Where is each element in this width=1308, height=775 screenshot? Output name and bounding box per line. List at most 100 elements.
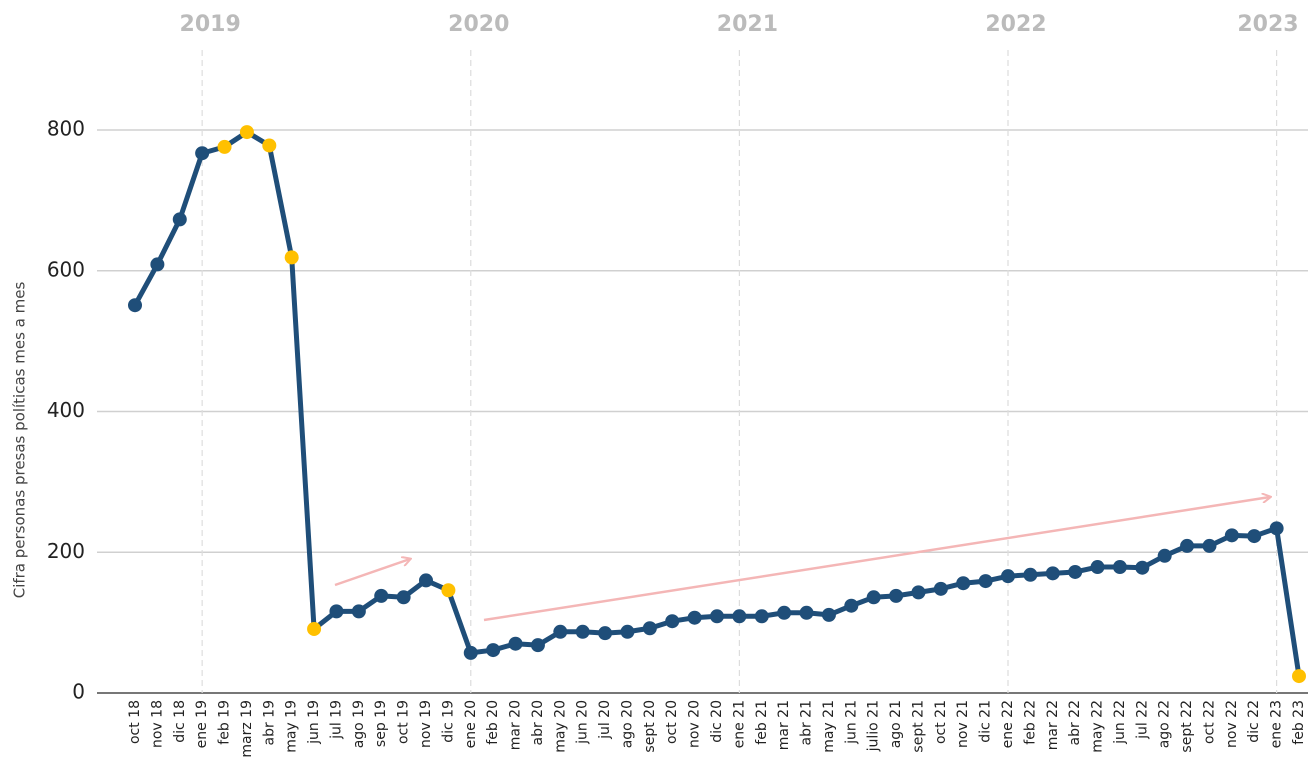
x-tick-label: may 19	[284, 700, 300, 753]
point	[195, 146, 210, 161]
point	[239, 125, 254, 140]
point	[1068, 564, 1083, 579]
x-tick-label: oct 19	[396, 700, 412, 744]
x-tick-label: ene 20	[463, 700, 479, 748]
x-tick-label: sept 20	[642, 700, 658, 753]
point	[374, 588, 389, 603]
x-tick-label: feb 22	[1022, 700, 1038, 745]
x-tick-label: dic 22	[1246, 700, 1262, 743]
point	[754, 609, 769, 624]
year-label: 2019	[180, 12, 241, 37]
point	[1247, 529, 1262, 544]
year-label: 2021	[717, 12, 778, 37]
x-tick-label: ago 21	[888, 700, 904, 748]
point	[799, 605, 814, 620]
x-tick-label: ago 22	[1157, 700, 1173, 748]
point	[508, 636, 523, 651]
x-tick-label: jun 22	[1112, 700, 1128, 745]
x-tick-label: dic 19	[440, 700, 456, 743]
x-tick-label: dic 21	[978, 700, 994, 743]
point	[1180, 538, 1195, 553]
x-tick-label: jun 19	[306, 700, 322, 745]
x-tick-label: jul 22	[1134, 700, 1150, 740]
point	[1202, 538, 1217, 553]
x-tick-label: jul 19	[328, 700, 344, 740]
point	[956, 576, 971, 591]
y-tick-label: 800	[47, 117, 85, 141]
line	[132, 129, 1302, 677]
x-tick-label: may 20	[552, 700, 568, 753]
point	[530, 638, 545, 653]
x-tick-label: feb 19	[217, 700, 233, 745]
point	[732, 609, 747, 624]
x-tick-label: oct 18	[127, 700, 143, 744]
point	[642, 621, 657, 636]
point	[1112, 560, 1127, 575]
point	[262, 138, 277, 153]
x-tick-label: nov 18	[149, 700, 165, 748]
x-tick-label: abr 22	[1067, 700, 1083, 746]
point	[1023, 567, 1038, 582]
point	[777, 605, 792, 620]
x-tick-label: feb 23	[1291, 700, 1307, 745]
x-tick-label: mar 20	[508, 700, 524, 750]
y-tick-label: 200	[47, 539, 85, 563]
x-tick-label: oct 20	[664, 700, 680, 744]
x-tick-label: abr 21	[799, 700, 815, 746]
x-tick-label: nov 20	[687, 700, 703, 748]
trend-arrow	[334, 559, 410, 587]
point	[441, 583, 456, 598]
x-tick-label: mar 22	[1045, 700, 1061, 750]
point	[329, 604, 344, 619]
x-tick-label: mar 21	[776, 700, 792, 750]
x-tick-label: jul 20	[597, 700, 613, 740]
point	[486, 643, 501, 658]
x-tick-label: oct 21	[933, 700, 949, 744]
x-tick-label: jun 20	[575, 700, 591, 745]
point	[172, 212, 187, 227]
x-tick-label: ago 20	[619, 700, 635, 748]
x-tick-label: abr 20	[530, 700, 546, 746]
point	[911, 585, 926, 600]
point	[150, 257, 165, 272]
point	[553, 624, 568, 639]
x-tick-label: feb 20	[485, 700, 501, 745]
point	[128, 298, 142, 313]
point	[933, 581, 948, 596]
point	[463, 645, 478, 660]
x-tick-label: ago 19	[351, 700, 367, 748]
x-tick-label: ene 23	[1269, 700, 1285, 748]
year-label: 2023	[1237, 12, 1298, 37]
y-tick-label: 600	[47, 257, 85, 281]
x-tick-label: may 22	[1090, 700, 1106, 753]
point	[1292, 669, 1306, 684]
point	[620, 624, 635, 639]
x-tick-label: dic 20	[709, 700, 725, 743]
point	[1269, 521, 1284, 536]
point	[1045, 566, 1060, 581]
point	[598, 626, 613, 641]
point	[396, 590, 411, 605]
point	[821, 607, 836, 622]
x-tick-label: abr 19	[261, 700, 277, 746]
x-tick-label: sept 21	[910, 700, 926, 753]
x-tick-label: sep 19	[373, 700, 389, 747]
x-tick-label: ene 22	[1000, 700, 1016, 748]
point	[1157, 548, 1172, 563]
point	[284, 250, 299, 265]
x-tick-label: jun 21	[843, 700, 859, 745]
point	[419, 573, 433, 588]
x-tick-label: sept 22	[1179, 700, 1195, 753]
x-tick-label: dic 18	[172, 700, 188, 743]
point	[866, 590, 881, 605]
year-label: 2022	[985, 12, 1046, 37]
x-tick-label: oct 22	[1201, 700, 1217, 744]
point	[978, 574, 993, 589]
y-axis-label: Cifra personas presas políticas mes a me…	[11, 282, 29, 599]
point	[665, 614, 680, 629]
trend-arrow	[483, 497, 1270, 622]
point	[351, 604, 366, 619]
point	[844, 598, 859, 613]
x-tick-label: may 21	[821, 700, 837, 753]
